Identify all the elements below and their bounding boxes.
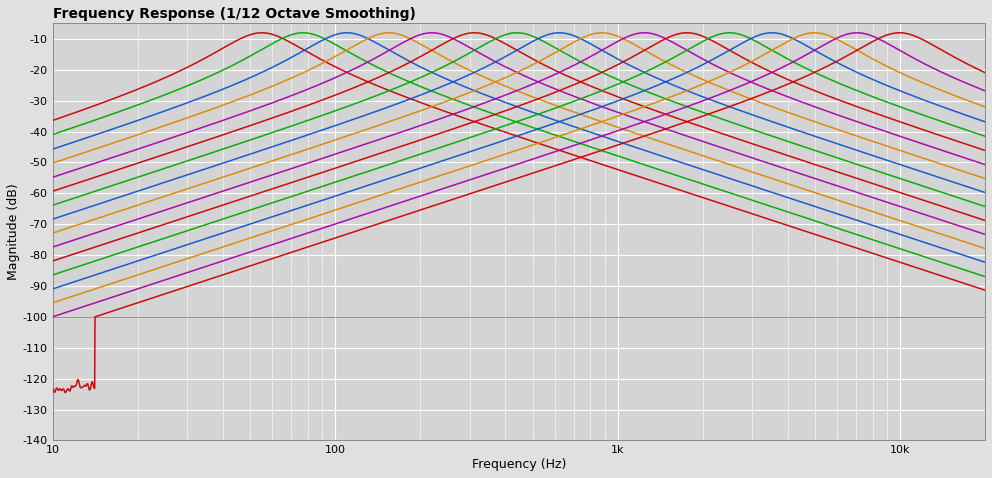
Y-axis label: Magnitude (dB): Magnitude (dB)	[7, 184, 20, 280]
Text: Frequency Response (1/12 Octave Smoothing): Frequency Response (1/12 Octave Smoothin…	[53, 7, 416, 21]
X-axis label: Frequency (Hz): Frequency (Hz)	[471, 458, 566, 471]
